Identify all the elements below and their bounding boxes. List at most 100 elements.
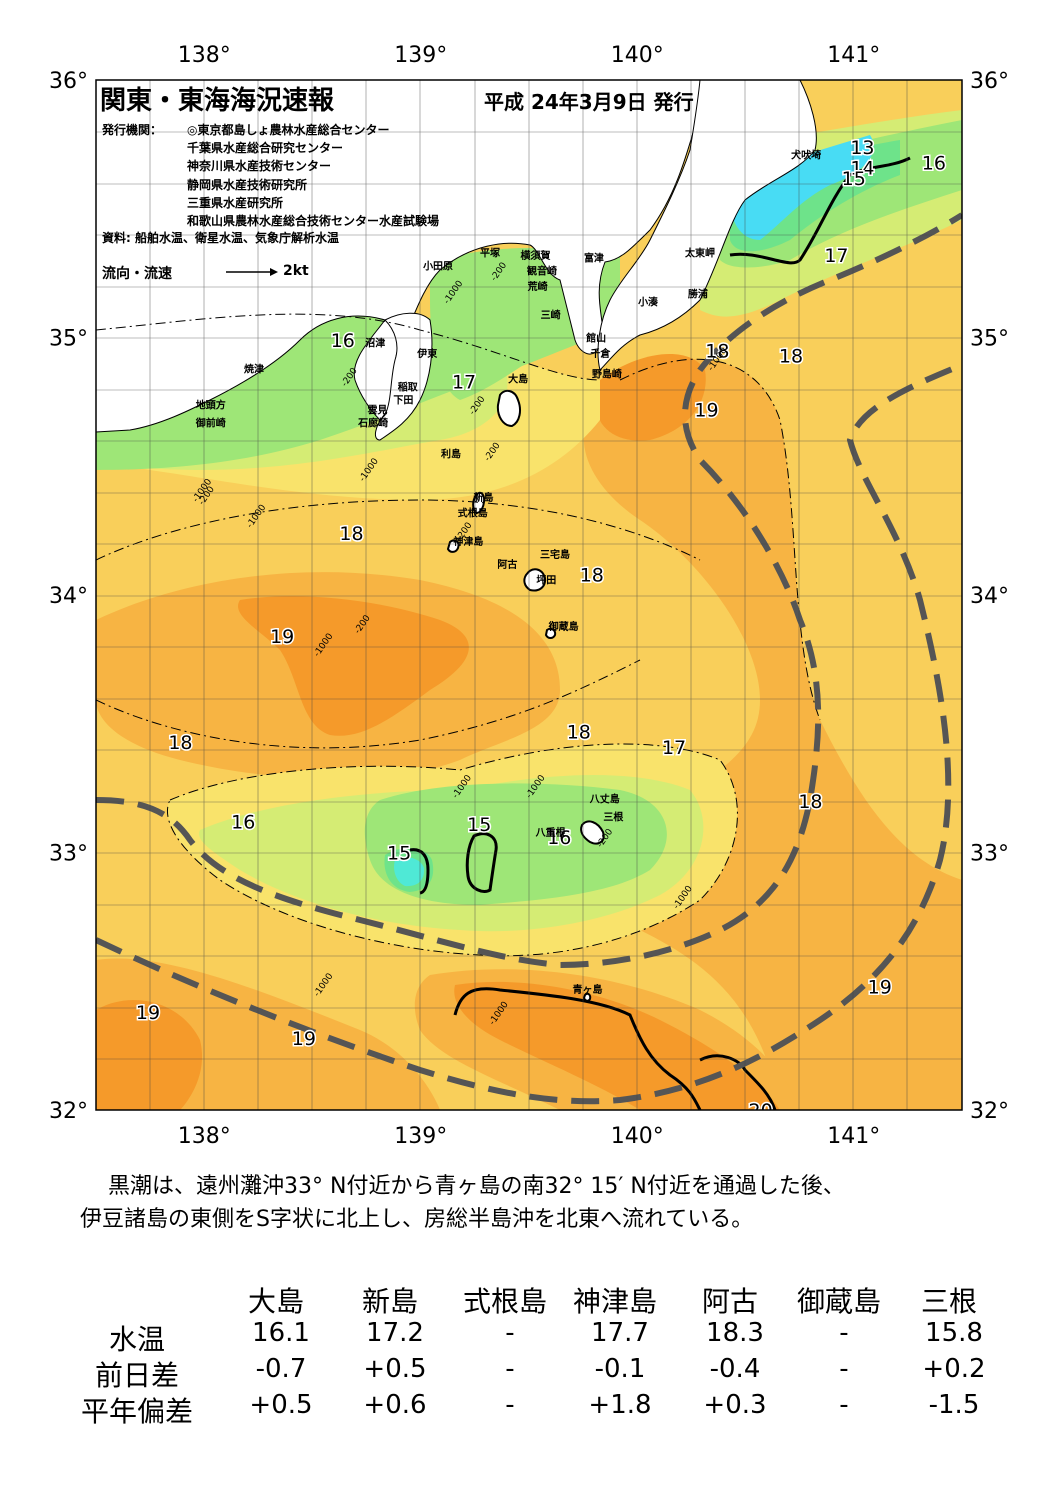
observation-value: 17.2 — [366, 1318, 424, 1348]
issuer-item: 和歌山県農林水産総合技術センター水産試験場 — [187, 214, 440, 229]
isotherm-label: 18 — [567, 721, 591, 743]
summary-text: 黒潮は、遠州灘沖33° N付近から青ヶ島の南32° 15′ N付近を通過した後、… — [80, 1170, 1000, 1236]
station-header: 式根島 — [462, 1285, 547, 1318]
legend-scale: 2kt — [283, 263, 309, 279]
issuer-item: 三重県水産研究所 — [187, 195, 284, 210]
isotherm-label: 15 — [387, 843, 411, 865]
isotherm-label: 18 — [779, 346, 803, 368]
place-label: 沼津 — [365, 337, 385, 350]
observation-value: 17.7 — [591, 1318, 649, 1348]
observation-value: - — [839, 1354, 849, 1384]
place-label: 地頭方 — [196, 398, 226, 411]
place-label: 犬吠埼 — [791, 149, 821, 162]
lat-label-left: 34° — [49, 584, 88, 609]
place-label: 御蔵島 — [548, 620, 579, 633]
map-frame — [95, 79, 963, 1111]
honshu-land — [96, 80, 701, 433]
place-label: 三根 — [603, 810, 623, 823]
lat-label-right: 35° — [970, 327, 1009, 352]
place-label: 大島 — [508, 373, 528, 386]
place-label: 利島 — [441, 447, 461, 460]
place-label: 横須賀 — [520, 249, 550, 262]
temperature-zone-20-nojima — [595, 353, 706, 441]
isotherm-label: 18 — [798, 791, 822, 813]
isotherm-label: 16 — [331, 330, 355, 352]
place-label: 八重根 — [535, 826, 566, 839]
temperature-zone-15-south — [364, 783, 667, 905]
temperature-zone-13-south — [394, 857, 425, 887]
isotherm-label: 15 — [842, 168, 866, 190]
station-header: 新島 — [361, 1285, 418, 1318]
summary-line: 伊豆諸島の東側をS字状に北上し、房総半島沖を北東へ流れている。 — [80, 1207, 754, 1232]
station-header: 大島 — [247, 1285, 304, 1318]
observation-value: +0.5 — [249, 1390, 313, 1420]
isotherm-label: 18 — [580, 564, 604, 586]
observation-value: - — [839, 1318, 849, 1348]
summary-line: 黒潮は、遠州灘沖33° N付近から青ヶ島の南32° 15′ N付近を通過した後、 — [108, 1174, 845, 1199]
place-label: 坪田 — [536, 574, 556, 587]
observation-value: - — [505, 1318, 515, 1348]
temperature-zone-13-boso — [730, 135, 874, 240]
place-label: 下田 — [393, 394, 413, 406]
lat-label-right: 34° — [970, 584, 1009, 609]
lon-label-bottom: 141° — [827, 1124, 880, 1149]
observation-value: +1.8 — [588, 1390, 652, 1420]
temperature-zone-19-east — [577, 359, 962, 1110]
row-label: 前日差 — [94, 1359, 179, 1392]
place-label: 小湊 — [637, 295, 659, 308]
lon-label-top: 139° — [394, 43, 447, 68]
lon-label-bottom: 140° — [611, 1124, 664, 1149]
isotherm-label: 17 — [662, 737, 686, 759]
boso-land — [597, 80, 817, 371]
isotherm-label: 19 — [292, 1028, 316, 1050]
lat-label-left: 36° — [49, 69, 88, 94]
isotherm-label: 19 — [136, 1002, 160, 1024]
observation-value: - — [505, 1354, 515, 1384]
isotherm-label: 19 — [868, 976, 892, 998]
station-header: 神津島 — [572, 1285, 657, 1318]
place-label: 平塚 — [480, 247, 500, 260]
observation-value: +0.2 — [922, 1354, 986, 1384]
isotherm-label: 19 — [694, 400, 718, 422]
lon-label-top: 141° — [827, 43, 880, 68]
lon-label-top: 140° — [611, 43, 664, 68]
isotherm-label: 18 — [168, 732, 192, 754]
station-header: 阿古 — [701, 1285, 758, 1318]
observation-value: +0.6 — [363, 1390, 427, 1420]
place-label: 焼津 — [244, 362, 264, 375]
place-label: 野島崎 — [592, 368, 622, 381]
place-label: 三宅島 — [540, 548, 570, 561]
place-label: 伊東 — [416, 347, 437, 360]
isotherm-label: 14 — [850, 158, 874, 180]
place-label: 稲取 — [398, 380, 419, 393]
place-label: 荒崎 — [527, 280, 548, 293]
station-header: 三根 — [920, 1285, 977, 1318]
temperature-zone-20-south — [454, 981, 780, 1110]
temperature-zone-20-southwest — [96, 1000, 203, 1110]
place-label: 青ヶ島 — [572, 983, 602, 996]
observation-value: +0.3 — [703, 1390, 767, 1420]
lat-label-left: 33° — [49, 842, 88, 867]
lat-label-right: 32° — [970, 1099, 1009, 1124]
kozushima-island — [446, 539, 460, 553]
observation-value: 16.1 — [252, 1318, 310, 1348]
place-label: 御前崎 — [195, 416, 226, 429]
isotherm-lines — [96, 313, 821, 957]
axis-label-layer: 138° 138° 139° 139° 140° 140° 141° 141° 36° 36° 35… — [49, 43, 1009, 1149]
isotherm-label: 20 — [749, 1100, 773, 1122]
issuer-item: ◎東京都島しょ農林水産総合センター — [187, 123, 390, 137]
mikurajima-island — [544, 627, 557, 639]
kuroshio-axis — [96, 212, 962, 969]
isotherm-label: 16 — [922, 152, 946, 174]
lat-label-left: 32° — [49, 1099, 88, 1124]
miyakejima-island — [523, 568, 547, 592]
issuer-item: 千葉県水産総合研究センター — [187, 141, 344, 156]
aogashima-island — [582, 992, 592, 1002]
isotherm-label: 19 — [270, 626, 294, 648]
row-label: 平年偏差 — [80, 1395, 193, 1428]
place-label: 勝浦 — [688, 288, 708, 301]
map-title: 関東・東海海況速報 — [100, 86, 335, 116]
lon-label-bottom: 139° — [394, 1124, 447, 1149]
